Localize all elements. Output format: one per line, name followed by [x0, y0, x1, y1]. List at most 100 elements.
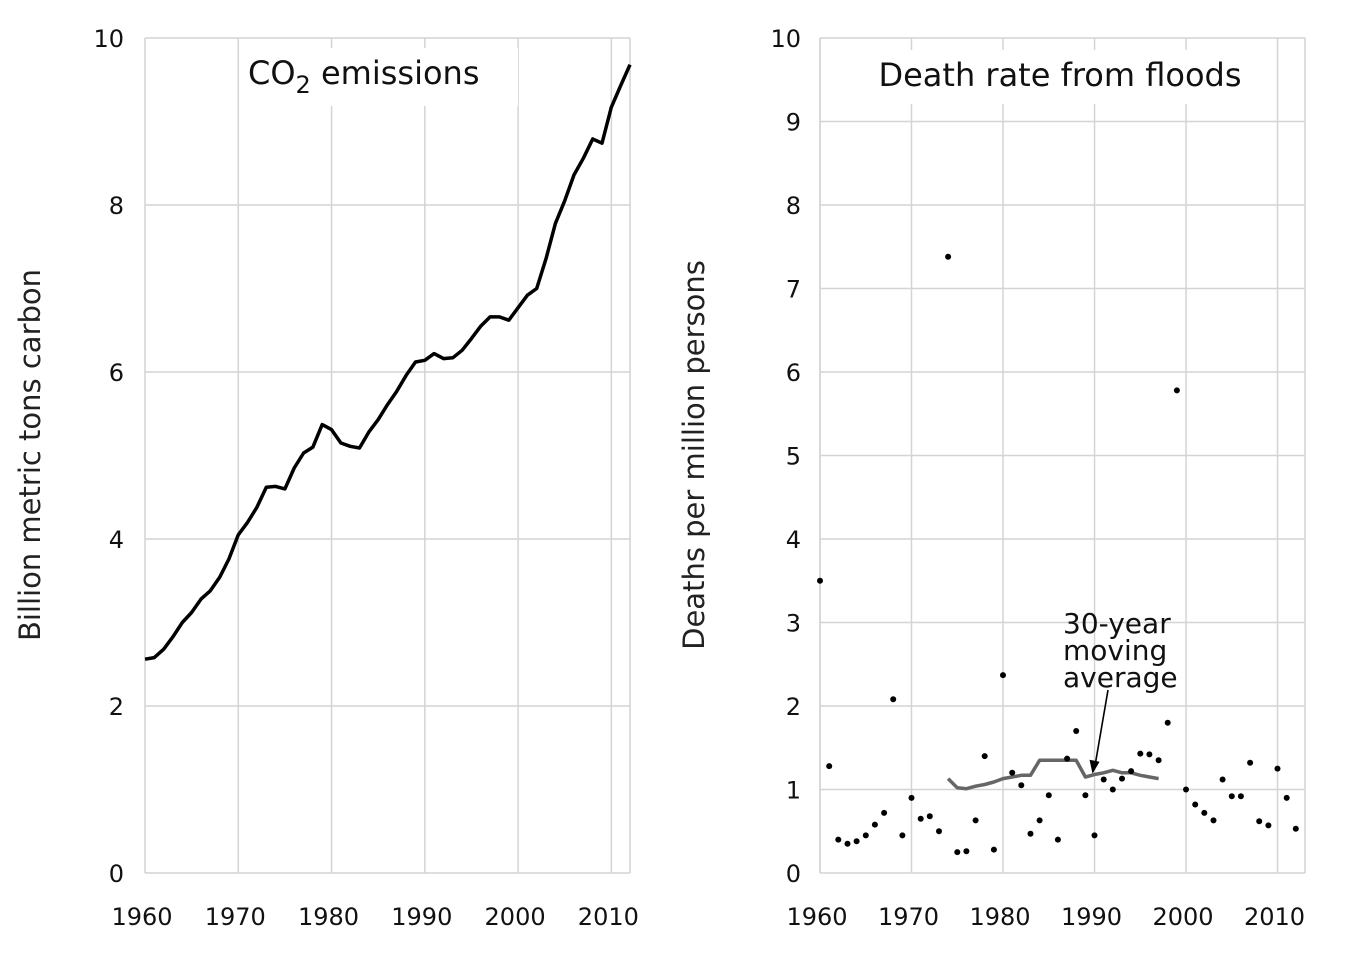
- data-point: [963, 848, 970, 855]
- data-point: [1073, 728, 1080, 734]
- data-point: [835, 836, 842, 843]
- annotation-label: 30-year: [1063, 607, 1171, 640]
- data-point: [1183, 786, 1189, 793]
- moving-average-line: [946, 758, 1159, 791]
- x-tick-label: 2000: [1152, 903, 1213, 931]
- data-point: [917, 815, 924, 822]
- title-subscript: 2: [296, 71, 311, 99]
- data-point: [908, 794, 915, 801]
- data-point: [1201, 809, 1208, 816]
- y-tick-label: 8: [109, 192, 124, 220]
- y-tick-label: 4: [109, 526, 124, 554]
- data-point: [1091, 832, 1098, 839]
- data-point: [1100, 776, 1107, 783]
- data-point: [990, 846, 997, 853]
- data-point: [899, 832, 906, 839]
- data-point: [1219, 776, 1226, 783]
- data-point: [1210, 817, 1217, 824]
- x-tick-label: 1970: [205, 903, 266, 931]
- data-point: [1128, 768, 1135, 775]
- y-tick-label: 9: [786, 109, 801, 137]
- data-point: [926, 813, 933, 820]
- co2-series-line: [144, 63, 632, 661]
- y-tick-label: 6: [109, 359, 124, 387]
- y-axis-label: Billion metric tons carbon: [13, 269, 47, 641]
- x-tick-label: 2010: [578, 903, 639, 931]
- data-point: [1274, 765, 1281, 772]
- y-tick-label: 0: [109, 860, 124, 888]
- data-point: [826, 763, 833, 770]
- chart-title: Death rate from floods: [878, 56, 1241, 94]
- x-tick-label: 2010: [1244, 903, 1305, 931]
- title-background: [240, 48, 518, 106]
- y-tick-label: 6: [786, 359, 801, 387]
- data-point: [1109, 786, 1116, 793]
- x-tick-label: 1980: [969, 903, 1030, 931]
- x-tick-label: 2000: [485, 903, 546, 931]
- data-point: [1164, 719, 1171, 726]
- x-tick-label: 1990: [1061, 903, 1122, 931]
- data-point: [1228, 793, 1235, 800]
- y-tick-label: 5: [786, 443, 801, 471]
- y-tick-label: 8: [786, 192, 801, 220]
- y-tick-label: 4: [786, 526, 801, 554]
- y-tick-label: 2: [109, 693, 124, 721]
- data-point: [890, 696, 897, 703]
- data-point: [936, 828, 942, 835]
- data-point: [853, 838, 860, 845]
- annotation-arrow-head: [1089, 759, 1100, 774]
- title-text-rest: emissions: [311, 54, 480, 92]
- data-point: [981, 753, 988, 760]
- y-tick-label: 10: [770, 25, 801, 53]
- data-point: [972, 817, 979, 824]
- data-point: [954, 849, 961, 856]
- data-point: [881, 809, 888, 816]
- data-point: [1283, 794, 1290, 801]
- title-text: CO: [248, 54, 296, 92]
- data-point: [1192, 801, 1199, 808]
- annotation-label: moving: [1063, 634, 1167, 667]
- data-point: [1018, 782, 1025, 789]
- y-tick-label: 1: [786, 777, 801, 805]
- data-point: [1027, 830, 1034, 837]
- data-point: [871, 821, 878, 828]
- data-point: [844, 840, 851, 847]
- y-tick-label: 7: [786, 276, 801, 304]
- data-point: [1009, 769, 1016, 776]
- y-tick-label: 2: [786, 693, 801, 721]
- data-point: [1137, 750, 1144, 757]
- data-point: [945, 253, 952, 260]
- data-point: [1119, 775, 1125, 782]
- y-tick-label: 10: [93, 25, 124, 53]
- data-point: [1045, 792, 1052, 799]
- data-point: [1064, 755, 1071, 762]
- data-point: [1265, 822, 1272, 829]
- annotation-arrow-line: [1094, 689, 1109, 763]
- data-point: [817, 577, 823, 584]
- data-point: [1237, 793, 1244, 800]
- x-tick-label: 1980: [298, 903, 359, 931]
- x-tick-label: 1970: [878, 903, 939, 931]
- data-point: [1155, 757, 1162, 764]
- x-tick-label: 1960: [786, 903, 847, 931]
- x-tick-label: 1990: [391, 903, 452, 931]
- data-point: [1247, 759, 1254, 766]
- data-point: [1256, 818, 1263, 825]
- y-tick-label: 0: [786, 860, 801, 888]
- data-point: [1036, 817, 1043, 824]
- data-point: [1082, 792, 1089, 799]
- data-point: [862, 832, 869, 839]
- chart-title: CO2 emissions: [248, 54, 480, 99]
- data-point: [1054, 836, 1061, 843]
- data-point: [1173, 387, 1180, 394]
- annotation-label: average: [1063, 661, 1178, 694]
- data-point: [1292, 825, 1299, 832]
- data-point: [1146, 751, 1153, 758]
- y-axis-label: Deaths per million persons: [677, 260, 711, 650]
- y-tick-label: 3: [786, 610, 801, 638]
- title-background: [848, 50, 1272, 104]
- flood-death-rate-panel: Death rate from floods 0 1 2 3 4 5 6 7 8 9 10 1960 19…: [677, 25, 1306, 931]
